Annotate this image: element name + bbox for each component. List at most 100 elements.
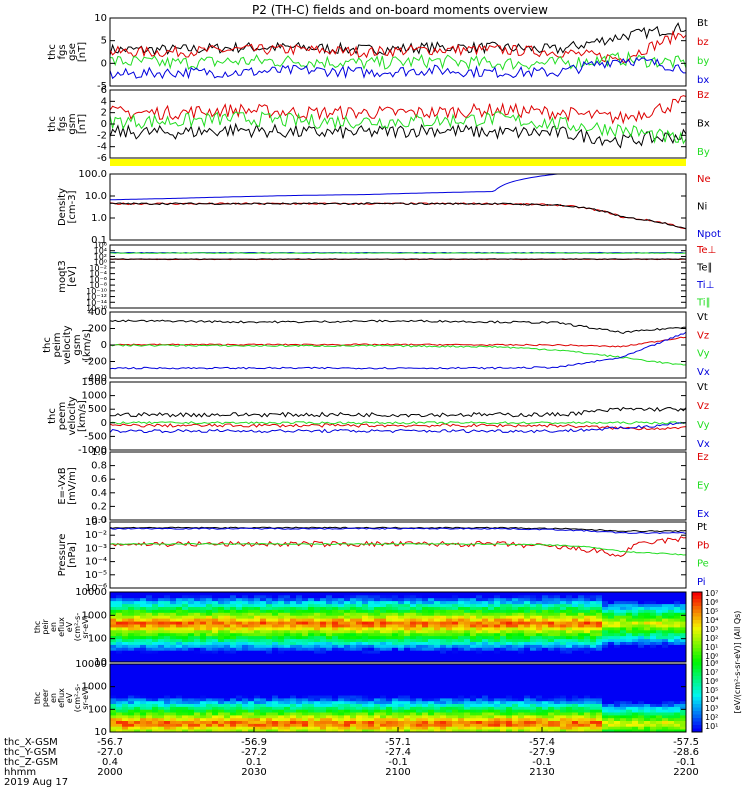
spectrogram-cell [422,621,429,625]
spectrogram-cell [254,618,261,622]
spectrogram-cell [260,618,267,622]
spectrogram-cell [464,683,471,687]
spectrogram-cell [332,632,339,637]
spectrogram-cell [200,700,207,704]
spectrogram-cell [488,600,495,605]
spectrogram-cell [290,647,297,651]
spectrogram-cell [218,621,225,625]
spectrogram-cell [464,698,471,702]
spectrogram-cell [206,703,213,707]
spectrogram-cell [542,606,549,610]
spectrogram-cell [260,683,267,687]
spectrogram-cell [476,603,483,607]
spectrogram-cell [530,659,537,663]
spectrogram-cell [614,638,621,642]
spectrogram-cell [224,686,231,690]
spectrogram-cell [518,666,525,670]
spectrogram-cell [542,615,549,619]
spectrogram-cell [614,706,621,710]
spectrogram-cell [194,675,201,679]
spectrogram-cell [200,729,207,733]
spectrogram-cell [500,641,507,645]
spectrogram-cell [536,669,543,673]
spectrogram-cell [194,723,201,727]
spectrogram-cell [242,647,249,651]
spectrogram-cell [422,700,429,704]
spectrogram-cell [380,666,387,670]
series-line-fgs_gse-3 [109,56,686,80]
y-tick-label: 10⁴ [94,247,107,256]
spectrogram-cell [320,686,327,690]
spectrogram-cell [368,683,375,687]
spectrogram-cell [266,712,273,716]
spectrogram-cell [554,692,561,696]
spectrogram-cell [176,632,183,637]
spectrogram-cell [254,703,261,707]
spectrogram-cell [248,621,255,625]
spectrogram-cell [674,709,681,713]
spectrogram-cell [350,717,357,721]
spectrogram-cell [428,681,435,685]
spectrogram-cell [362,603,369,607]
spectrogram-cell [626,656,633,660]
spectrogram-cell [440,669,447,673]
spectrogram-cell [476,644,483,648]
spectrogram-cell [308,644,315,648]
spectrogram-cell [230,618,237,622]
spectrogram-cell [356,641,363,645]
spectrogram-cell [554,712,561,716]
spectrogram-cell [530,695,537,699]
spectrogram-cell [464,712,471,716]
spectrogram-cell [188,683,195,687]
spectrogram-cell [320,615,327,619]
spectrogram-cell [206,618,213,622]
spectrogram-cell [512,606,519,610]
y-axis-label: thcpeemvelocity[km/s] [47,396,88,435]
spectrogram-cell [392,709,399,713]
spectrogram-cell [482,624,489,628]
spectrogram-cell [602,615,609,619]
spectrogram-cell [242,678,249,682]
spectrogram-cell [158,675,165,679]
spectrogram-cell [596,594,603,599]
spectrogram-cell [554,638,561,642]
spectrogram-cell [656,597,663,602]
spectrogram-cell [332,612,339,616]
spectrogram-cell [554,678,561,682]
spectrogram-cell [572,709,579,713]
spectrogram-cell [236,706,243,710]
spectrogram-cell [236,650,243,654]
spectrogram-cell [398,635,405,640]
spectrogram-cell [584,624,591,628]
spectrogram-cell [248,612,255,616]
spectrogram-cell [344,659,351,663]
spectrogram-cell [518,594,525,599]
spectrogram-cell [452,678,459,682]
spectrogram-cell [116,692,123,696]
spectrogram-cell [278,726,285,730]
spectrogram-cell [626,706,633,710]
spectrogram-cell [440,672,447,676]
spectrogram-cell [272,700,279,704]
spectrogram-cell [398,683,405,687]
y-tick-label: 1.0 [91,447,107,458]
spectrogram-cell [626,615,633,619]
spectrogram-cell [524,647,531,651]
spectrogram-cell [242,683,249,687]
spectrogram-cell [278,681,285,685]
spectrogram-cell [302,723,309,727]
spectrogram-cell [614,618,621,622]
spectrogram-cell [266,627,273,631]
spectrogram-cell [176,618,183,622]
spectrogram-cell [254,627,261,631]
spectrogram-cell [464,594,471,599]
spectrogram-cell [170,717,177,721]
spectrogram-cell [668,653,675,657]
spectrogram-cell [326,592,333,596]
spectrogram-cell [662,629,669,634]
spectrogram-cell [434,669,441,673]
spectrogram-cell [128,600,135,605]
spectrogram-cell [602,698,609,702]
spectrogram-cell [266,609,273,613]
spectrogram-cell [212,717,219,721]
